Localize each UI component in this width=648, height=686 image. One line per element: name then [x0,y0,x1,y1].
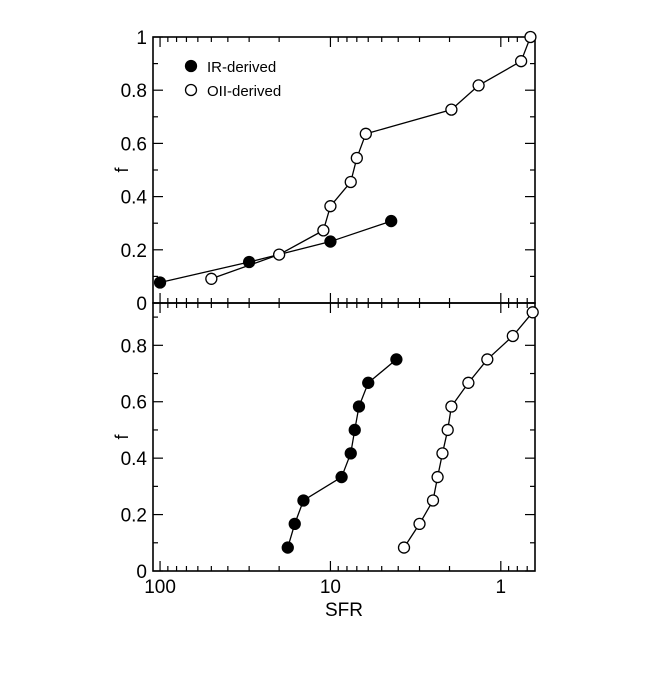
series-line-oii [403,311,534,548]
y-tick-label: 0 [136,294,147,315]
oii-derived-point [413,517,426,531]
ir-derived-point [352,400,366,413]
y-tick-label: 0.8 [121,81,147,102]
y-tick-label: 1 [136,28,147,49]
oii-derived-point [359,127,372,140]
oii-derived-point [514,55,528,68]
oii-derived-point [445,400,458,413]
oii-derived-point [441,423,454,437]
y-axis-label: f [112,167,132,173]
oii-derived-point [324,200,337,213]
ir-derived-point [348,423,361,437]
oii-derived-point [436,447,449,460]
ir-derived-point [335,470,348,484]
ir-derived-point [362,376,375,389]
plot-frame [152,36,536,304]
y-tick-label: 0.8 [121,336,147,357]
oii-derived-point [431,470,444,484]
y-tick-label: 0.6 [121,134,147,155]
oii-derived-point [472,79,485,92]
y-tick-label: 0.4 [121,188,148,209]
y-tick-label: 0.2 [121,241,147,262]
x-tick-label: 1 [496,577,507,598]
ir-derived-point [297,494,310,507]
legend-marker-ir [184,59,198,73]
top-panel: 0 0.2 0.4 0.6 0.8 1 f IR-derived OII-derived [112,28,537,315]
y-tick-label: 0 [136,562,147,583]
oii-derived-point [524,30,537,44]
ir-derived-point [344,447,357,460]
legend: IR-derived OII-derived [184,59,281,100]
y-tick-label: 0.2 [121,506,147,527]
oii-derived-point [205,272,218,285]
oii-derived-point [445,103,458,116]
oii-derived-point [426,494,440,507]
x-tick-label: 100 [144,577,176,598]
legend-label: IR-derived [207,59,276,76]
ir-derived-point [153,276,167,289]
series-line-ir [159,220,392,284]
ir-derived-point [385,214,398,228]
oii-derived-point [344,175,357,189]
plot-frame [152,302,536,572]
oii-derived-point [397,541,411,554]
ir-derived-point [324,235,337,248]
legend-label: OII-derived [207,83,281,100]
series-line-ir [287,358,397,548]
oii-derived-point [462,376,475,389]
x-tick-label: 10 [320,577,341,598]
bottom-panel: 0 0.2 0.4 0.6 0.8 f 100 10 1 SFR [112,302,539,621]
x-axis-label: SFR [325,600,363,621]
oii-derived-point [526,306,539,319]
y-tick-label: 0.6 [121,393,147,414]
legend-marker-oii [184,83,198,97]
oii-derived-point [350,151,363,165]
oii-derived-point [481,353,494,366]
oii-derived-point [506,329,519,343]
y-tick-label: 0.4 [121,449,148,470]
oii-derived-point [272,248,286,261]
y-axis-label: f [112,434,132,440]
oii-derived-point [317,224,330,237]
ir-derived-point [281,541,294,554]
ir-derived-point [390,353,403,366]
ir-derived-point [288,517,301,531]
